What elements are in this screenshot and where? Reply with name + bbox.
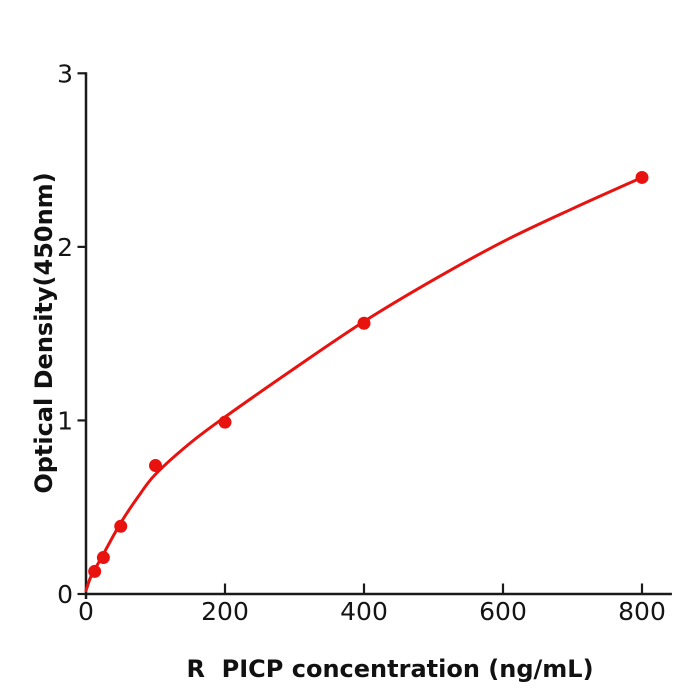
y-tick-label: 2 — [57, 233, 73, 262]
data-point — [114, 519, 128, 533]
data-point — [218, 415, 232, 429]
x-tick-label: 0 — [78, 597, 94, 626]
x-tick-label: 200 — [201, 597, 249, 626]
x-tick-label: 800 — [618, 597, 666, 626]
fit-curve — [84, 175, 644, 593]
x-tick-label: 600 — [479, 597, 527, 626]
y-tick-label: 0 — [57, 580, 73, 609]
x-tick-label: 400 — [340, 597, 388, 626]
x-axis-title: R PICP concentration (ng/mL) — [186, 655, 594, 683]
y-tick-label: 1 — [57, 406, 73, 435]
y-tick-label: 3 — [57, 59, 73, 88]
data-point — [357, 316, 371, 330]
data-point — [88, 564, 102, 578]
data-point — [635, 170, 649, 184]
data-point — [149, 459, 162, 473]
data-point — [96, 551, 110, 565]
y-axis-title: Optical Density(450nm) — [30, 172, 58, 494]
